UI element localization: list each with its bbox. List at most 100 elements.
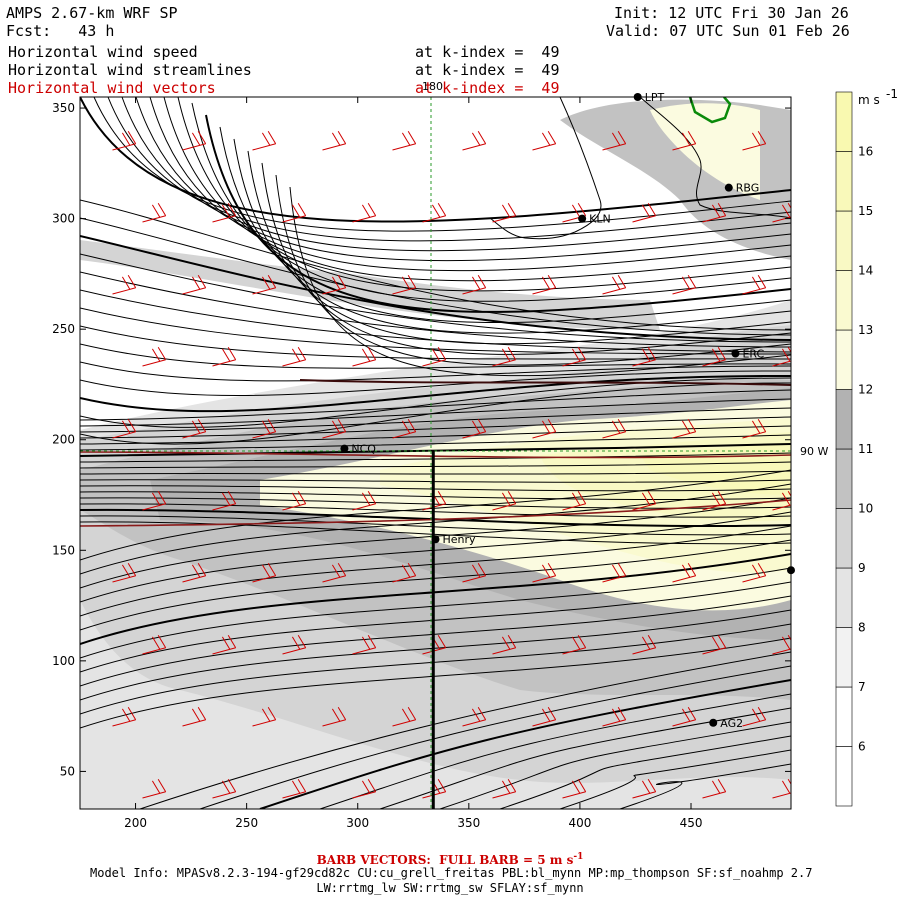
wind-barb: [702, 347, 727, 367]
barb-feather: [437, 491, 447, 505]
barb-feather: [577, 779, 587, 793]
jet-axis-line: [299, 379, 791, 386]
barb-feather: [337, 131, 347, 145]
barb-feather: [717, 779, 727, 793]
wind-barb: [212, 203, 237, 223]
barb-feather: [401, 708, 411, 722]
barb-shaft: [142, 647, 166, 655]
barb-feather: [291, 348, 301, 362]
barb-feather: [611, 276, 621, 290]
barb-shaft: [282, 215, 306, 223]
barb-feather: [641, 492, 651, 506]
wind-barb: [562, 347, 587, 367]
barb-shaft: [492, 503, 516, 511]
wind-barb: [702, 779, 727, 799]
barb-shaft: [562, 791, 586, 799]
barb-shaft: [772, 359, 791, 367]
field-name-streamlines: Horizontal wind streamlines: [8, 61, 252, 79]
wind-barb: [142, 635, 167, 655]
x-tick-label: 450: [680, 816, 703, 830]
wind-barb: [632, 491, 657, 511]
barb-feather: [611, 132, 621, 146]
barb-feather: [267, 707, 277, 721]
barb-feather: [367, 491, 377, 505]
barb-shaft: [182, 431, 206, 439]
wind-barb: [252, 275, 277, 295]
barb-shaft: [112, 287, 136, 295]
barb-shaft: [702, 647, 726, 655]
barb-feather: [711, 204, 721, 218]
barb-feather: [711, 348, 721, 362]
barb-feather: [437, 779, 447, 793]
streamline: [80, 389, 791, 421]
barb-shaft: [392, 719, 416, 727]
barb-shaft: [702, 503, 726, 511]
colorbar-label: 14: [858, 264, 873, 278]
barb-feather: [151, 636, 161, 650]
x-tick-label: 400: [568, 816, 591, 830]
barb-shaft: [282, 359, 306, 367]
barb-feather: [221, 492, 231, 506]
barb-feather: [127, 707, 137, 721]
barb-feather: [541, 564, 551, 578]
wind-barb: [212, 635, 237, 655]
streamline: [80, 382, 791, 445]
barb-feather: [407, 275, 417, 289]
barb-shaft: [672, 287, 696, 295]
y-tick-label: 150: [52, 543, 75, 557]
barb-feather: [221, 204, 231, 218]
barb-shaft: [252, 143, 276, 151]
streamline: [80, 407, 791, 433]
colorbar-label: 16: [858, 145, 873, 159]
wind-barb: [112, 419, 137, 439]
wind-barb: [772, 203, 791, 223]
barb-shaft: [532, 143, 556, 151]
barb-shaft: [532, 719, 556, 727]
barb-feather: [471, 420, 481, 434]
barb-feather: [787, 203, 791, 217]
barb-feather: [541, 708, 551, 722]
barb-feather: [437, 347, 447, 361]
barb-feather: [617, 131, 627, 145]
barb-shaft: [212, 791, 236, 799]
barb-shaft: [462, 431, 486, 439]
barb-shaft: [532, 287, 556, 295]
wind-barb: [252, 131, 277, 151]
barb-feather: [617, 707, 627, 721]
barb-feather: [611, 708, 621, 722]
barb-feather: [471, 276, 481, 290]
colorbar: 6 7 8 9 10 11 12 13 14 15 16 m s -1: [835, 87, 898, 807]
barb-shaft: [422, 359, 446, 367]
barb-feather: [571, 492, 581, 506]
barb-feather: [681, 132, 691, 146]
barb-feather: [431, 348, 441, 362]
barb-feather: [477, 419, 487, 433]
wind-barbs: [112, 131, 791, 799]
barb-feather: [261, 276, 271, 290]
barb-shaft: [112, 719, 136, 727]
wind-barb: [702, 491, 727, 511]
barb-feather: [121, 132, 131, 146]
barb-feather: [157, 203, 167, 217]
barb-shaft: [772, 503, 791, 511]
station-marker: [431, 535, 440, 544]
barb-feather: [401, 420, 411, 434]
wind-barb: [392, 563, 417, 583]
wind-barb: [492, 779, 517, 799]
barb-shaft: [252, 431, 276, 439]
wind-barb: [772, 635, 791, 655]
streamline: [559, 749, 791, 809]
station-marker: [578, 214, 587, 223]
wind-barb: [672, 563, 697, 583]
streamline: [80, 567, 791, 659]
plot-frame: [79, 96, 792, 810]
station-marker: [731, 349, 740, 358]
colorbar-label: 7: [858, 680, 866, 694]
barb-feather: [787, 347, 791, 361]
barb-shaft: [602, 143, 626, 151]
barb-shaft: [142, 791, 166, 799]
field-name-speed: Horizontal wind speed: [8, 43, 198, 61]
barb-feather: [191, 132, 201, 146]
barb-shaft: [462, 287, 486, 295]
